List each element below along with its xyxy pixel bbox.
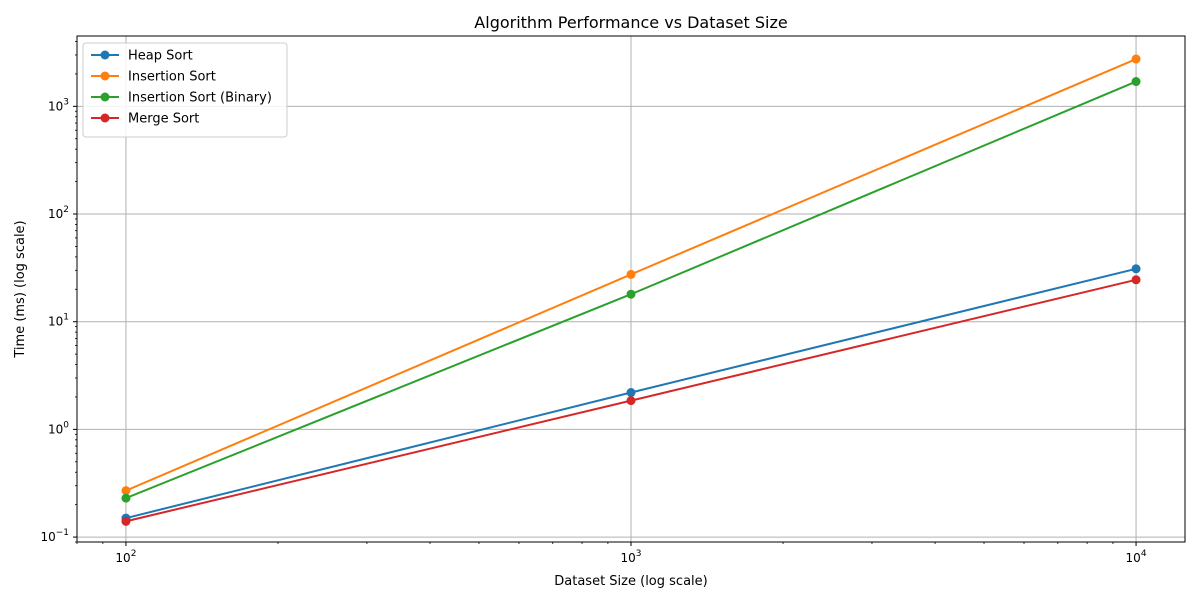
data-point-insertion-sort-binary	[121, 493, 131, 503]
x-tick-label: 102	[115, 549, 136, 565]
legend-label: Merge Sort	[128, 112, 199, 127]
data-point-insertion-sort	[1131, 54, 1141, 64]
data-point-merge-sort	[1131, 275, 1141, 285]
legend-item-insertion-sort: Insertion Sort	[91, 70, 216, 85]
legend-swatch-marker	[100, 71, 110, 81]
data-point-insertion-sort-binary	[626, 289, 636, 299]
legend-label: Heap Sort	[128, 49, 193, 64]
chart-title: Algorithm Performance vs Dataset Size	[474, 13, 787, 32]
legend-swatch-marker	[100, 113, 110, 123]
data-point-insertion-sort-binary	[1131, 77, 1141, 87]
y-tick-label: 10−1	[40, 528, 69, 544]
data-point-insertion-sort	[626, 269, 636, 279]
x-tick-label: 104	[1126, 549, 1147, 565]
data-point-insertion-sort	[121, 486, 131, 496]
series-lines	[121, 54, 1141, 526]
legend-swatch-marker	[100, 50, 110, 60]
y-tick-label: 101	[48, 313, 69, 329]
legend: Heap Sort Insertion Sort Insertion Sort (B…	[82, 42, 288, 138]
legend-swatch-marker	[100, 92, 110, 102]
axis-ticks: 102 103 104 10−1 100 101 102 103	[40, 97, 1146, 565]
legend-label: Insertion Sort	[128, 70, 216, 85]
legend-item-heap-sort: Heap Sort	[91, 49, 193, 64]
y-axis-label: Time (ms) (log scale)	[13, 220, 28, 358]
legend-item-insertion-sort-binary: Insertion Sort (Binary)	[91, 91, 272, 106]
legend-item-merge-sort: Merge Sort	[91, 112, 199, 127]
data-point-heap-sort	[1131, 264, 1141, 274]
series-insertion-sort	[121, 54, 1141, 496]
y-tick-label: 102	[48, 205, 69, 221]
data-point-heap-sort	[626, 388, 636, 398]
x-tick-label: 103	[620, 549, 641, 565]
y-tick-label: 100	[48, 420, 69, 436]
legend-box	[82, 42, 288, 138]
series-merge-sort	[121, 275, 1141, 526]
x-axis-label: Dataset Size (log scale)	[554, 574, 707, 589]
data-point-merge-sort	[626, 396, 636, 406]
y-tick-label: 103	[48, 97, 69, 113]
data-point-merge-sort	[121, 516, 131, 526]
legend-label: Insertion Sort (Binary)	[128, 91, 272, 106]
series-insertion-sort-binary	[121, 77, 1141, 503]
